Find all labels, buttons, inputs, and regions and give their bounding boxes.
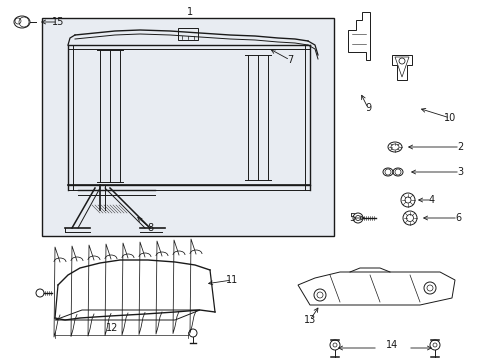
Text: 12: 12 bbox=[105, 323, 118, 333]
Bar bbox=[42, 18, 333, 236]
Text: 4: 4 bbox=[428, 195, 434, 205]
Text: 10: 10 bbox=[443, 113, 455, 123]
Text: 15: 15 bbox=[52, 17, 64, 27]
Text: 3: 3 bbox=[456, 167, 462, 177]
Text: 7: 7 bbox=[286, 55, 292, 65]
Text: 5: 5 bbox=[348, 213, 354, 223]
Text: 6: 6 bbox=[454, 213, 460, 223]
Text: 13: 13 bbox=[303, 315, 315, 325]
Text: 14: 14 bbox=[385, 340, 397, 350]
Text: 9: 9 bbox=[364, 103, 370, 113]
Text: 2: 2 bbox=[456, 142, 462, 152]
Text: 11: 11 bbox=[225, 275, 238, 285]
Text: 1: 1 bbox=[186, 7, 193, 17]
Text: 8: 8 bbox=[146, 223, 153, 233]
Bar bbox=[178, 28, 198, 40]
